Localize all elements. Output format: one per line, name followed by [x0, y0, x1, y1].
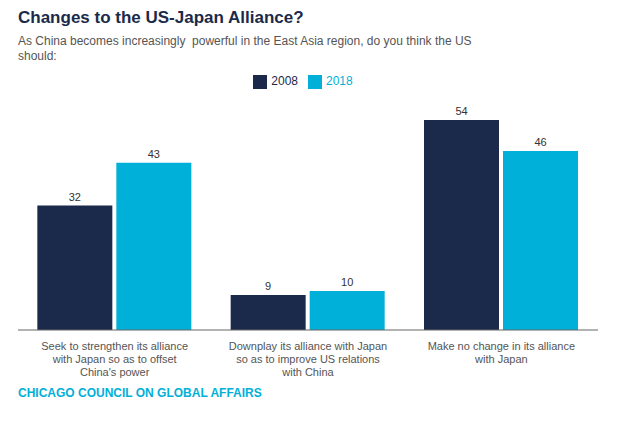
html-text:2008: 2008	[271, 74, 298, 88]
svg-text:Seek to strengthen its allianc: Seek to strengthen its alliancewith Japa…	[41, 340, 188, 378]
svg-text:54: 54	[455, 105, 467, 117]
svg-text:Make no change in its alliance: Make no change in its alliancewith Japan	[428, 340, 575, 365]
svg-text:43: 43	[148, 148, 160, 160]
svg-text:46: 46	[534, 136, 546, 148]
svg-text:10: 10	[341, 276, 353, 288]
html-text:2018: 2018	[326, 74, 353, 88]
html-text:As China becomes increasingly: As China becomes increasingly powerful i…	[18, 34, 472, 63]
svg-text:32: 32	[69, 191, 81, 203]
html-text:CHICAGO COUNCIL ON GLOBAL AFFA: CHICAGO COUNCIL ON GLOBAL AFFAIRS	[18, 386, 262, 400]
svg-text:Downplay its alliance with Jap: Downplay its alliance with Japanso as to…	[229, 340, 387, 378]
svg-text:9: 9	[265, 280, 271, 292]
html-text:Changes to the US-Japan Allian: Changes to the US-Japan Alliance?	[18, 8, 304, 27]
